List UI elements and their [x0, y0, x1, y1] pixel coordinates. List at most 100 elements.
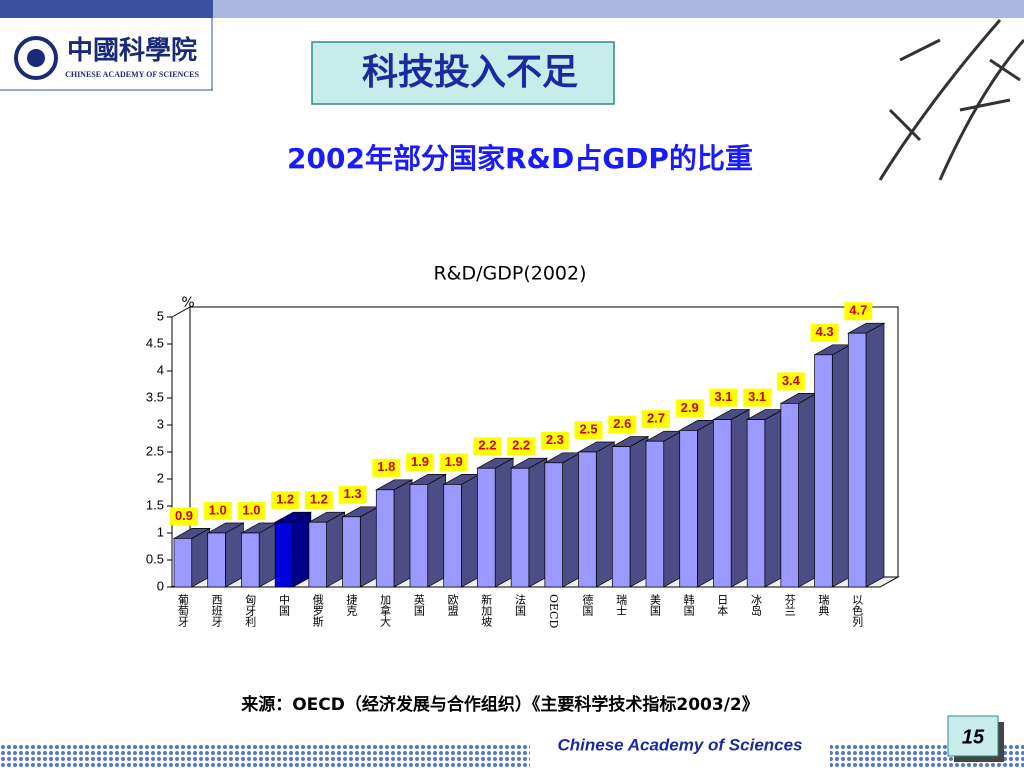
footer-band	[0, 745, 530, 768]
y-tick-label: 1.5	[146, 497, 164, 512]
bar	[173, 538, 193, 588]
value-label: 3.1	[748, 389, 766, 404]
value-label: 1.3	[344, 486, 362, 501]
bar	[578, 451, 597, 588]
value-label: 0.9	[175, 508, 193, 523]
bar	[375, 489, 395, 588]
y-tick-label: 2	[157, 470, 164, 485]
bar	[780, 403, 799, 588]
bar-side	[359, 506, 379, 588]
bar	[342, 516, 361, 588]
y-tick-label: 4.5	[146, 335, 164, 350]
y-tick-label: 3	[157, 416, 164, 431]
bar	[241, 532, 260, 588]
x-tick-label: 新加坡	[480, 593, 493, 628]
bar-side	[326, 511, 345, 588]
value-label: 1.2	[310, 492, 328, 507]
bar-side	[764, 409, 784, 588]
value-label-box	[271, 491, 300, 510]
bar	[544, 462, 563, 588]
slide-title: 科技投入不足	[362, 52, 578, 93]
x-tick-label: 美国	[648, 594, 661, 617]
value-label-box	[642, 410, 670, 429]
bar	[814, 354, 833, 588]
bar-side	[595, 441, 615, 588]
value-label-box	[170, 507, 198, 526]
bar-side	[730, 409, 750, 588]
y-tick-label: 5	[157, 308, 164, 323]
bar	[308, 521, 327, 588]
x-tick-label: 芬兰	[783, 594, 796, 616]
value-label-box	[810, 323, 839, 342]
bar	[510, 467, 530, 588]
bar	[207, 532, 226, 588]
bar-side	[865, 322, 885, 588]
x-tick-label: 瑞士	[615, 593, 628, 616]
value-label-box	[372, 458, 401, 477]
bar	[713, 419, 732, 588]
top-band-dark	[0, 0, 213, 18]
value-label: 2.2	[478, 438, 496, 453]
x-tick-label: 匈牙利	[244, 593, 257, 627]
logo-subtitle: CHINESE ACADEMY OF SCIENCES	[65, 70, 199, 79]
bar	[443, 484, 462, 588]
x-tick-label: 欧盟	[446, 594, 459, 616]
page-number: 15	[962, 726, 985, 748]
x-tick-label: 俄罗斯	[311, 594, 324, 628]
x-tick-label: 德国	[581, 593, 594, 617]
value-label-box	[608, 415, 637, 434]
value-label-box	[473, 437, 502, 456]
bar	[477, 467, 496, 588]
x-tick-label: 西班牙	[210, 594, 223, 628]
x-tick-label: 瑞典	[817, 593, 830, 617]
value-label: 2.6	[613, 416, 631, 431]
bar-side	[494, 457, 514, 588]
x-tick-label: 英国	[412, 593, 425, 617]
value-label: 1.9	[411, 454, 429, 469]
value-label: 4.7	[849, 303, 867, 318]
bar-side	[663, 430, 683, 588]
value-label: 1.0	[209, 502, 227, 517]
bamboo-decoration	[878, 19, 1024, 181]
bar	[679, 430, 698, 588]
footer-organization: Chinese Academy of Sciences	[557, 735, 802, 754]
value-label-box	[304, 491, 333, 510]
value-label-box	[675, 399, 704, 418]
x-tick-label: 捷克	[345, 593, 358, 616]
y-tick-label: 1	[157, 524, 164, 539]
bar-side	[831, 344, 851, 588]
value-label: 2.9	[681, 400, 699, 415]
value-label: 2.5	[580, 421, 598, 436]
y-tick-label: 4	[157, 362, 164, 377]
bar	[409, 484, 429, 588]
value-label-box	[844, 302, 873, 321]
bar-side	[292, 511, 312, 588]
value-label: 1.9	[445, 454, 463, 469]
y-tick-label: 2.5	[146, 443, 164, 458]
value-label: 3.4	[782, 373, 801, 388]
value-label-box	[574, 421, 603, 439]
logo-title: 中國科學院	[67, 35, 197, 66]
bar	[611, 446, 631, 588]
value-label-box	[743, 388, 772, 407]
bar	[645, 440, 665, 588]
value-label: 2.2	[512, 438, 530, 453]
x-tick-label: 葡萄牙	[176, 594, 189, 628]
bar-side	[697, 419, 716, 588]
bar-side	[798, 392, 817, 588]
x-tick-label: 加拿大	[379, 594, 392, 627]
x-tick-label: 法国	[514, 593, 527, 617]
x-tick-label: 冰岛	[750, 594, 763, 617]
source-note: 来源：OECD（经济发展与合作组织）《主要科学技术指标2003/2》	[240, 694, 759, 715]
x-tick-label: 中国	[278, 594, 291, 617]
value-label: 1.2	[276, 492, 294, 507]
value-label: 2.7	[647, 411, 665, 426]
bar-side	[528, 457, 548, 588]
value-label-box	[507, 437, 536, 456]
chart-title: R&D/GDP(2002)	[433, 263, 586, 285]
page-box	[947, 715, 999, 757]
value-label: 2.3	[546, 432, 564, 447]
x-tick-label: 以色列	[851, 594, 864, 628]
bar	[274, 521, 294, 588]
